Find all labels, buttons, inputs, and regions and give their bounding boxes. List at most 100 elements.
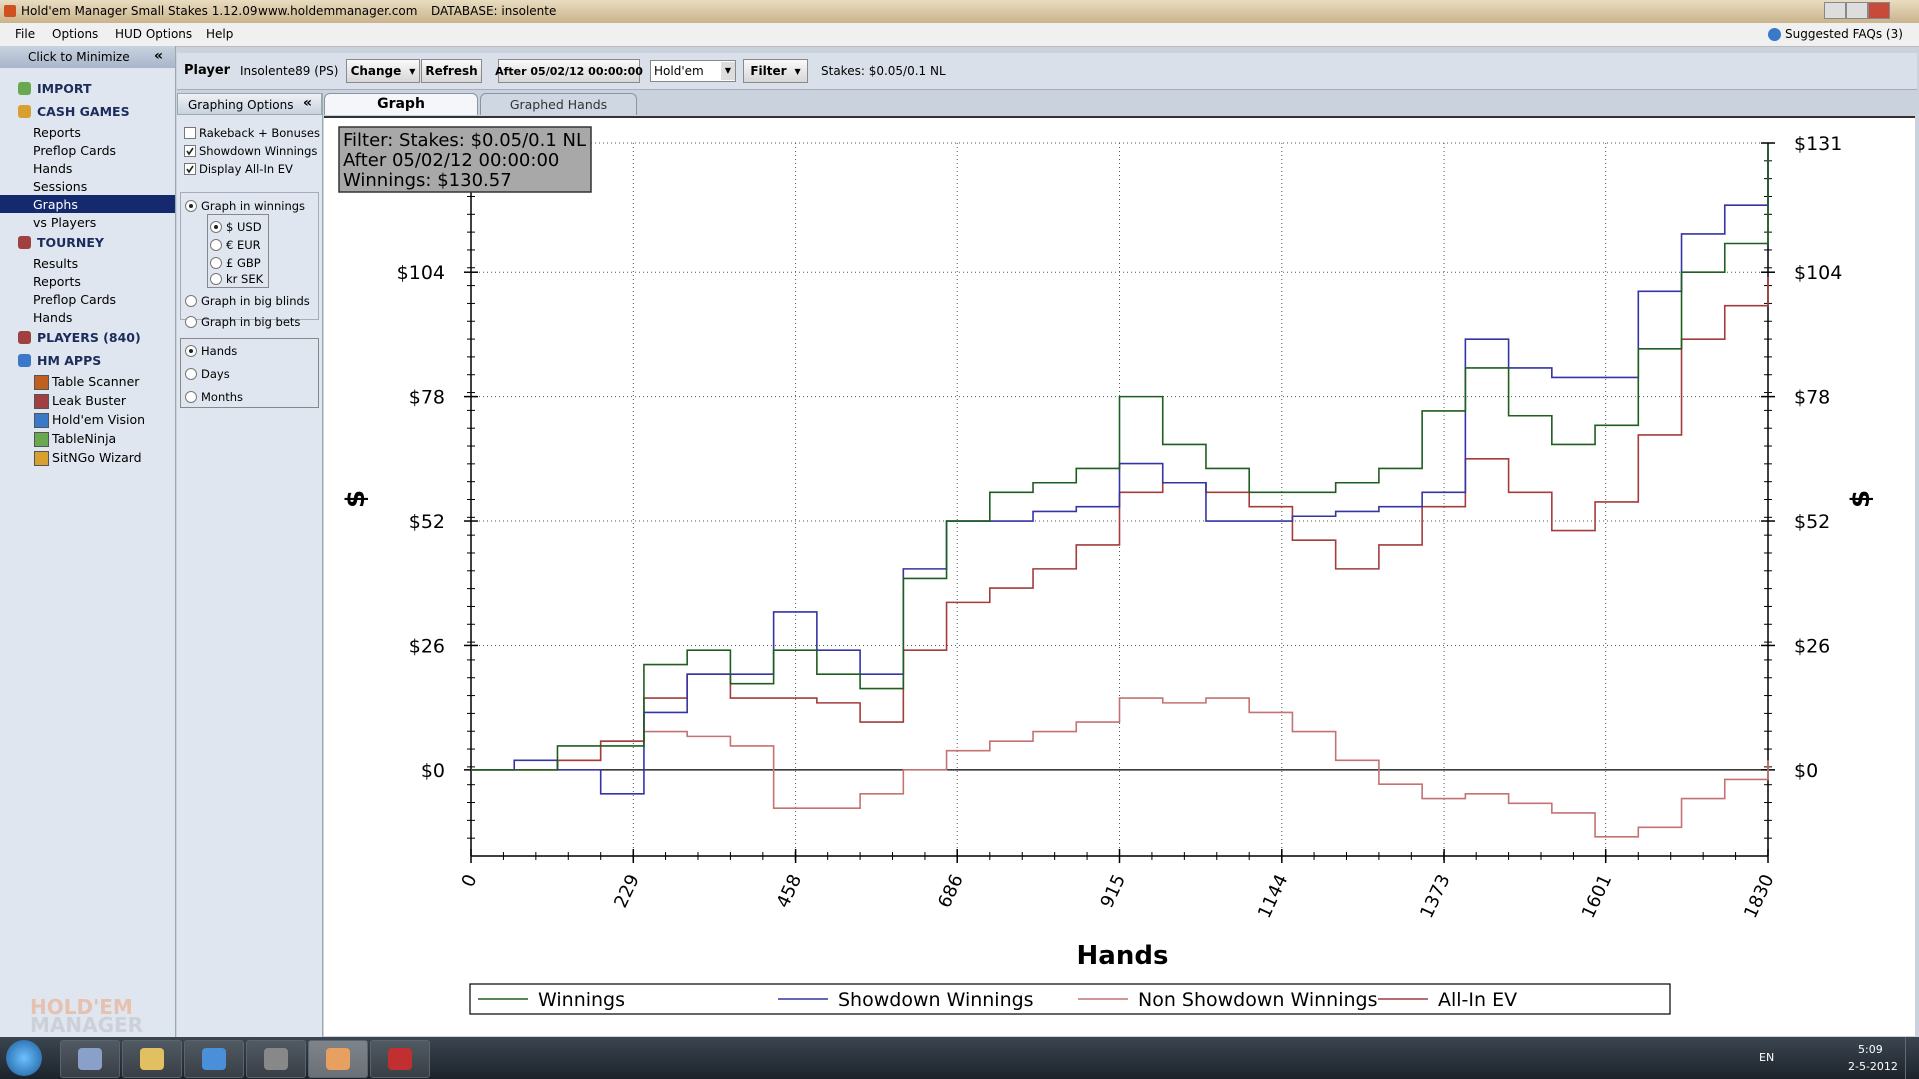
- radio-label: Graph in big blinds: [201, 294, 310, 308]
- button-label: After 05/02/12 00:00:00: [495, 64, 643, 78]
- check-row[interactable]: Display All-In EV: [184, 161, 322, 177]
- taskbar-app[interactable]: [308, 1040, 368, 1078]
- sidebar-item[interactable]: HM APPS: [0, 349, 175, 372]
- faq-link[interactable]: Suggested FAQs (3): [1785, 27, 1903, 41]
- sidebar-item[interactable]: Hands: [0, 159, 175, 177]
- sidebar-item[interactable]: TableNinja: [0, 429, 175, 448]
- radio-label: Graph in big bets: [201, 315, 301, 329]
- y-tick-label: $78: [409, 387, 445, 409]
- window-control[interactable]: [1824, 2, 1846, 19]
- window-database: DATABASE: insolente: [431, 4, 557, 18]
- menu-item[interactable]: File: [15, 27, 36, 41]
- sidebar-item[interactable]: Graphs: [0, 195, 175, 213]
- radio-row[interactable]: Graph in big blinds: [185, 293, 315, 309]
- sidebar-item[interactable]: TOURNEY: [0, 231, 175, 254]
- taskbar-app[interactable]: [246, 1040, 306, 1078]
- radio-dot: [189, 349, 193, 353]
- sidebar-label: Hold'em Vision: [52, 412, 146, 427]
- sidebar-item[interactable]: Hold'em Vision: [0, 410, 175, 429]
- toolbar-button[interactable]: Change ▼: [346, 59, 420, 83]
- toolbar-button[interactable]: After 05/02/12 00:00:00: [495, 59, 643, 83]
- info-box-bg: [338, 126, 592, 193]
- series-line: [471, 145, 1769, 771]
- radio-row[interactable]: $ USD: [210, 219, 340, 235]
- x-tick-label: 1144: [1254, 871, 1292, 921]
- menu-item[interactable]: Help: [206, 27, 234, 41]
- checkbox[interactable]: [184, 163, 196, 175]
- app-icon: [4, 5, 16, 17]
- window-control[interactable]: [1846, 2, 1868, 19]
- window-control[interactable]: [1868, 2, 1890, 19]
- radio-row[interactable]: Months: [185, 389, 315, 405]
- radio-button[interactable]: [185, 200, 197, 212]
- checkbox[interactable]: [184, 127, 196, 139]
- show-desktop[interactable]: [1905, 1037, 1919, 1079]
- tab[interactable]: Graphed Hands: [480, 93, 637, 115]
- checkbox[interactable]: [184, 145, 196, 157]
- radio-row[interactable]: Graph in winnings: [185, 198, 315, 214]
- taskbar-app[interactable]: [184, 1040, 244, 1078]
- check-mark: [186, 147, 194, 156]
- minimize-chevron: «: [154, 48, 164, 64]
- radio-button[interactable]: [210, 257, 222, 269]
- sidebar-item[interactable]: SitNGo Wizard: [0, 448, 175, 467]
- sidebar-item[interactable]: IMPORT: [0, 77, 175, 100]
- radio-row[interactable]: kr SEK: [210, 271, 340, 287]
- check-row[interactable]: Showdown Winnings: [184, 143, 322, 159]
- sidebar-item[interactable]: Leak Buster: [0, 391, 175, 410]
- radio-button[interactable]: [185, 295, 197, 307]
- radio-row[interactable]: Graph in big bets: [185, 314, 315, 330]
- sidebar-item[interactable]: Table Scanner: [0, 372, 175, 391]
- sidebar-item[interactable]: PLAYERS (840): [0, 326, 175, 349]
- tab[interactable]: Graph: [324, 93, 478, 115]
- sidebar-item[interactable]: Reports: [0, 272, 175, 290]
- check-row[interactable]: Rakeback + Bonuses: [184, 125, 322, 141]
- taskbar-app[interactable]: [60, 1040, 120, 1078]
- series-line: [471, 147, 1769, 795]
- check-path: [186, 165, 194, 174]
- x-tick-label: 686: [934, 871, 968, 911]
- start-button[interactable]: [6, 1040, 42, 1076]
- minimize-bar[interactable]: Click to Minimize «: [0, 46, 175, 68]
- radio-row[interactable]: € EUR: [210, 237, 340, 253]
- game-select[interactable]: Hold'em ▼: [650, 60, 736, 82]
- radio-button[interactable]: [185, 368, 197, 380]
- sidebar-item[interactable]: Reports: [0, 123, 175, 141]
- radio-dot: [214, 225, 218, 229]
- sidebar-item[interactable]: Sessions: [0, 177, 175, 195]
- y2-tick-label: $131: [1794, 133, 1842, 155]
- sidebar-item[interactable]: CASH GAMES: [0, 100, 175, 123]
- radio-button[interactable]: [185, 345, 197, 357]
- series-line: [471, 697, 1769, 838]
- radio-button[interactable]: [210, 239, 222, 251]
- radio-button[interactable]: [210, 273, 222, 285]
- radio-button[interactable]: [185, 391, 197, 403]
- title-bar: Hold'em Manager Small Stakes 1.12.09 www.…: [0, 0, 1919, 23]
- radio-button[interactable]: [210, 221, 222, 233]
- menu-item[interactable]: HUD Options: [115, 27, 193, 41]
- radio-label: £ GBP: [226, 256, 261, 270]
- sidebar-label: Graphs: [33, 197, 78, 212]
- radio-button[interactable]: [185, 316, 197, 328]
- sidebar-item[interactable]: vs Players: [0, 213, 175, 231]
- sidebar-item[interactable]: Preflop Cards: [0, 290, 175, 308]
- sidebar-item[interactable]: Results: [0, 254, 175, 272]
- dropdown-arrow: ▼: [794, 66, 801, 76]
- menu-item[interactable]: Options: [52, 27, 99, 41]
- radio-row[interactable]: Hands: [185, 343, 315, 359]
- options-header: Graphing Options «: [177, 93, 322, 115]
- minimize-label: Click to Minimize: [28, 50, 130, 64]
- toolbar-button[interactable]: Filter ▼: [743, 59, 808, 83]
- radio-row[interactable]: Days: [185, 366, 315, 382]
- taskbar-app[interactable]: [122, 1040, 182, 1078]
- toolbar-button[interactable]: Refresh: [421, 59, 482, 83]
- taskbar-app[interactable]: [370, 1040, 430, 1078]
- x-tick-label: 1601: [1578, 871, 1616, 921]
- logo-line: HOLD'EM: [30, 995, 133, 1019]
- sidebar-item[interactable]: Hands: [0, 308, 175, 326]
- radio-row[interactable]: £ GBP: [210, 255, 340, 271]
- legend: Winnings Showdown Winnings Non Showdown Wi…: [469, 983, 1671, 1015]
- sidebar-item[interactable]: Preflop Cards: [0, 141, 175, 159]
